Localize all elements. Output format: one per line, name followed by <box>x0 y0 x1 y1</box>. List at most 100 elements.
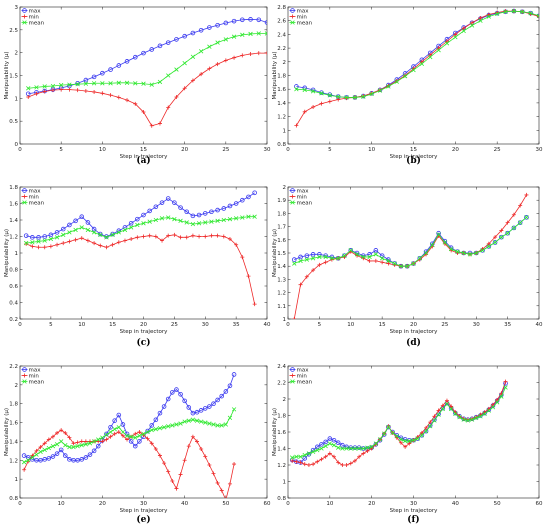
data-point-max <box>42 457 47 462</box>
data-point-max <box>128 221 134 226</box>
data-point-max <box>182 398 187 404</box>
data-point-min <box>234 242 239 247</box>
data-point-mean <box>503 385 508 390</box>
data-point-mean <box>172 216 177 222</box>
data-point-mean <box>440 406 445 412</box>
x-tick-label: 40 <box>536 322 543 328</box>
data-point-min <box>428 420 433 425</box>
y-tick-label: 2 <box>15 383 19 389</box>
data-point-mean <box>133 81 138 86</box>
data-point-min <box>327 451 332 456</box>
data-point-min <box>424 425 429 430</box>
data-point-mean <box>207 421 212 426</box>
data-point-min <box>290 458 295 463</box>
data-point-mean <box>298 258 303 264</box>
x-tick-label: 60 <box>264 501 271 507</box>
legend-marker-min <box>22 194 27 199</box>
data-point-mean <box>304 257 310 262</box>
data-point-mean <box>63 443 68 448</box>
data-point-mean <box>174 422 179 427</box>
data-point-min <box>511 212 516 217</box>
data-point-mean <box>104 235 109 240</box>
legend-marker-min <box>290 14 295 19</box>
y-tick-label: 1.4 <box>9 218 18 224</box>
data-point-mean <box>227 415 233 421</box>
data-point-mean <box>361 94 366 99</box>
data-point-mean <box>198 419 204 424</box>
data-point-max <box>58 447 64 453</box>
data-point-mean <box>469 417 475 422</box>
data-point-mean <box>58 439 64 444</box>
data-point-max <box>21 453 27 458</box>
legend-label-min: min <box>297 15 308 21</box>
data-point-min <box>232 462 237 467</box>
data-point-min <box>348 461 353 466</box>
data-point-min <box>207 463 212 467</box>
x-tick-label: 0 <box>18 322 22 328</box>
y-tick-label: 1.4 <box>277 447 286 453</box>
data-point-min <box>50 88 55 93</box>
data-point-min <box>166 105 171 110</box>
data-point-max <box>233 201 239 206</box>
data-point-mean <box>79 443 84 448</box>
data-point-mean <box>186 418 191 423</box>
data-point-mean <box>340 446 345 451</box>
y-tick-label: 1.7 <box>277 225 286 231</box>
data-point-min <box>432 414 437 419</box>
data-point-max <box>190 410 196 416</box>
data-point-max <box>174 387 179 392</box>
y-axis-label: Manipulability (μ) <box>4 229 10 277</box>
data-point-min <box>197 234 202 239</box>
data-point-mean <box>223 422 229 427</box>
data-point-max <box>50 454 56 459</box>
data-point-max <box>294 84 299 89</box>
data-point-min <box>311 462 316 467</box>
data-point-min <box>428 52 433 57</box>
y-tick-label: 2 <box>283 397 287 403</box>
data-point-mean <box>240 215 245 220</box>
data-point-mean <box>482 411 487 417</box>
data-point-min <box>42 441 47 446</box>
data-point-mean <box>166 215 171 220</box>
series-group <box>23 190 257 307</box>
data-point-max <box>54 451 60 456</box>
y-tick-label: 2 <box>283 185 287 191</box>
data-point-min <box>59 87 64 92</box>
data-point-mean <box>336 445 341 450</box>
y-tick-label: 1.2 <box>9 458 18 464</box>
data-point-min <box>493 235 498 240</box>
x-tick-label: 25 <box>441 322 448 328</box>
data-point-mean <box>231 34 237 39</box>
series-line-mean <box>26 216 255 244</box>
data-point-max <box>91 74 97 80</box>
y-tick-label: 2.8 <box>277 5 286 11</box>
y-axis-label: Manipulability (μ) <box>272 408 278 456</box>
data-point-max <box>116 412 122 418</box>
y-tick-label: 2.2 <box>9 364 18 370</box>
data-point-max <box>231 18 237 24</box>
x-tick-label: 25 <box>222 147 229 153</box>
data-point-max <box>207 25 212 30</box>
data-point-min <box>207 66 212 71</box>
data-point-mean <box>153 426 159 432</box>
data-point-min <box>503 379 508 384</box>
data-point-mean <box>184 220 189 225</box>
data-point-min <box>215 480 220 485</box>
data-point-mean <box>290 455 295 460</box>
data-point-max <box>91 448 97 454</box>
data-point-min <box>199 72 204 77</box>
data-point-mean <box>147 219 152 224</box>
data-point-mean <box>436 232 441 237</box>
plot-area <box>19 6 268 145</box>
data-point-max <box>184 209 190 215</box>
legend-marker-mean <box>290 20 295 25</box>
data-point-mean <box>182 419 187 424</box>
x-tick-label: 15 <box>140 147 147 153</box>
data-point-min <box>306 463 311 467</box>
data-point-mean <box>178 218 183 224</box>
data-point-mean <box>161 425 167 430</box>
x-tick-label: 10 <box>78 322 85 328</box>
data-point-mean <box>137 433 142 438</box>
x-tick-label: 20 <box>368 501 375 507</box>
data-point-max <box>120 422 126 427</box>
